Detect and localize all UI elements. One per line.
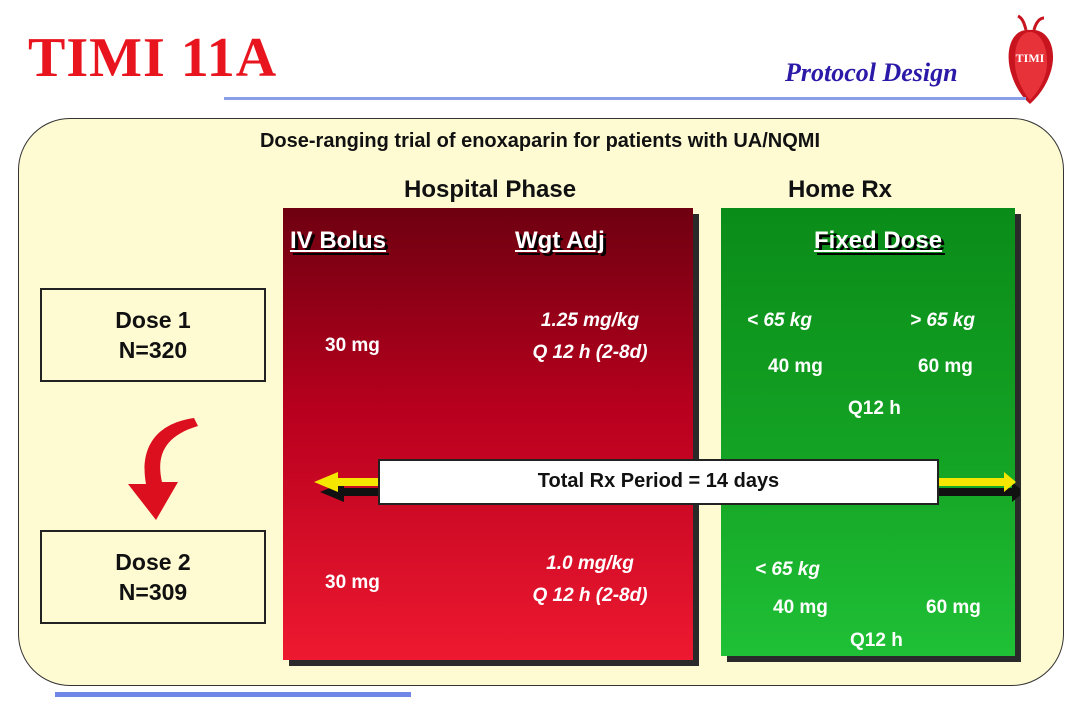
dose2-name: Dose 2 — [115, 549, 191, 575]
dose2-weight-low: < 65 kg — [755, 559, 820, 580]
curved-down-arrow-icon — [128, 418, 198, 520]
dose2-box: Dose 2 N=309 — [40, 530, 266, 624]
dose1-fixed-high: 60 mg — [918, 356, 973, 377]
dose1-name: Dose 1 — [115, 307, 191, 333]
dose1-n: N=320 — [118, 337, 188, 363]
dose2-fixed-low: 40 mg — [773, 597, 828, 618]
page-subtitle: Protocol Design — [785, 58, 958, 87]
dose1-weight-high: > 65 kg — [910, 310, 975, 331]
dose2-freq: Q12 h — [850, 630, 903, 651]
trial-heading: Dose-ranging trial of enoxaparin for pat… — [259, 130, 821, 152]
footer-divider — [55, 692, 411, 697]
total-rx-period: Total Rx Period = 14 days — [378, 459, 939, 505]
fixed-dose-header: Fixed Dose — [814, 227, 943, 254]
timi-logo: TIMI — [1008, 14, 1054, 105]
dose1-freq: Q12 h — [848, 398, 901, 419]
dose2-wgt-line1: 1.0 mg/kg — [546, 553, 634, 574]
header-divider — [224, 97, 1026, 100]
page-title: TIMI 11A — [28, 27, 278, 89]
dose1-iv: 30 mg — [325, 335, 380, 356]
iv-bolus-header: IV Bolus — [290, 227, 387, 254]
dose1-wgt-line1: 1.25 mg/kg — [540, 310, 640, 331]
dose2-fixed-high: 60 mg — [926, 597, 981, 618]
dose1-fixed-low: 40 mg — [768, 356, 823, 377]
dose2-iv: 30 mg — [325, 572, 380, 593]
hospital-phase-label: Hospital Phase — [404, 176, 577, 203]
dose1-box: Dose 1 N=320 — [40, 288, 266, 382]
dose1-weight-low: < 65 kg — [747, 310, 812, 331]
dose2-wgt-line2: Q 12 h (2-8d) — [532, 585, 648, 606]
wgt-adj-header: Wgt Adj — [515, 227, 605, 254]
home-rx-box — [721, 208, 1015, 656]
home-rx-label: Home Rx — [788, 176, 893, 203]
dose2-n: N=309 — [118, 579, 188, 605]
dose1-wgt-line2: Q 12 h (2-8d) — [532, 342, 648, 363]
hospital-phase-box — [283, 208, 693, 660]
logo-text: TIMI — [1016, 51, 1045, 65]
